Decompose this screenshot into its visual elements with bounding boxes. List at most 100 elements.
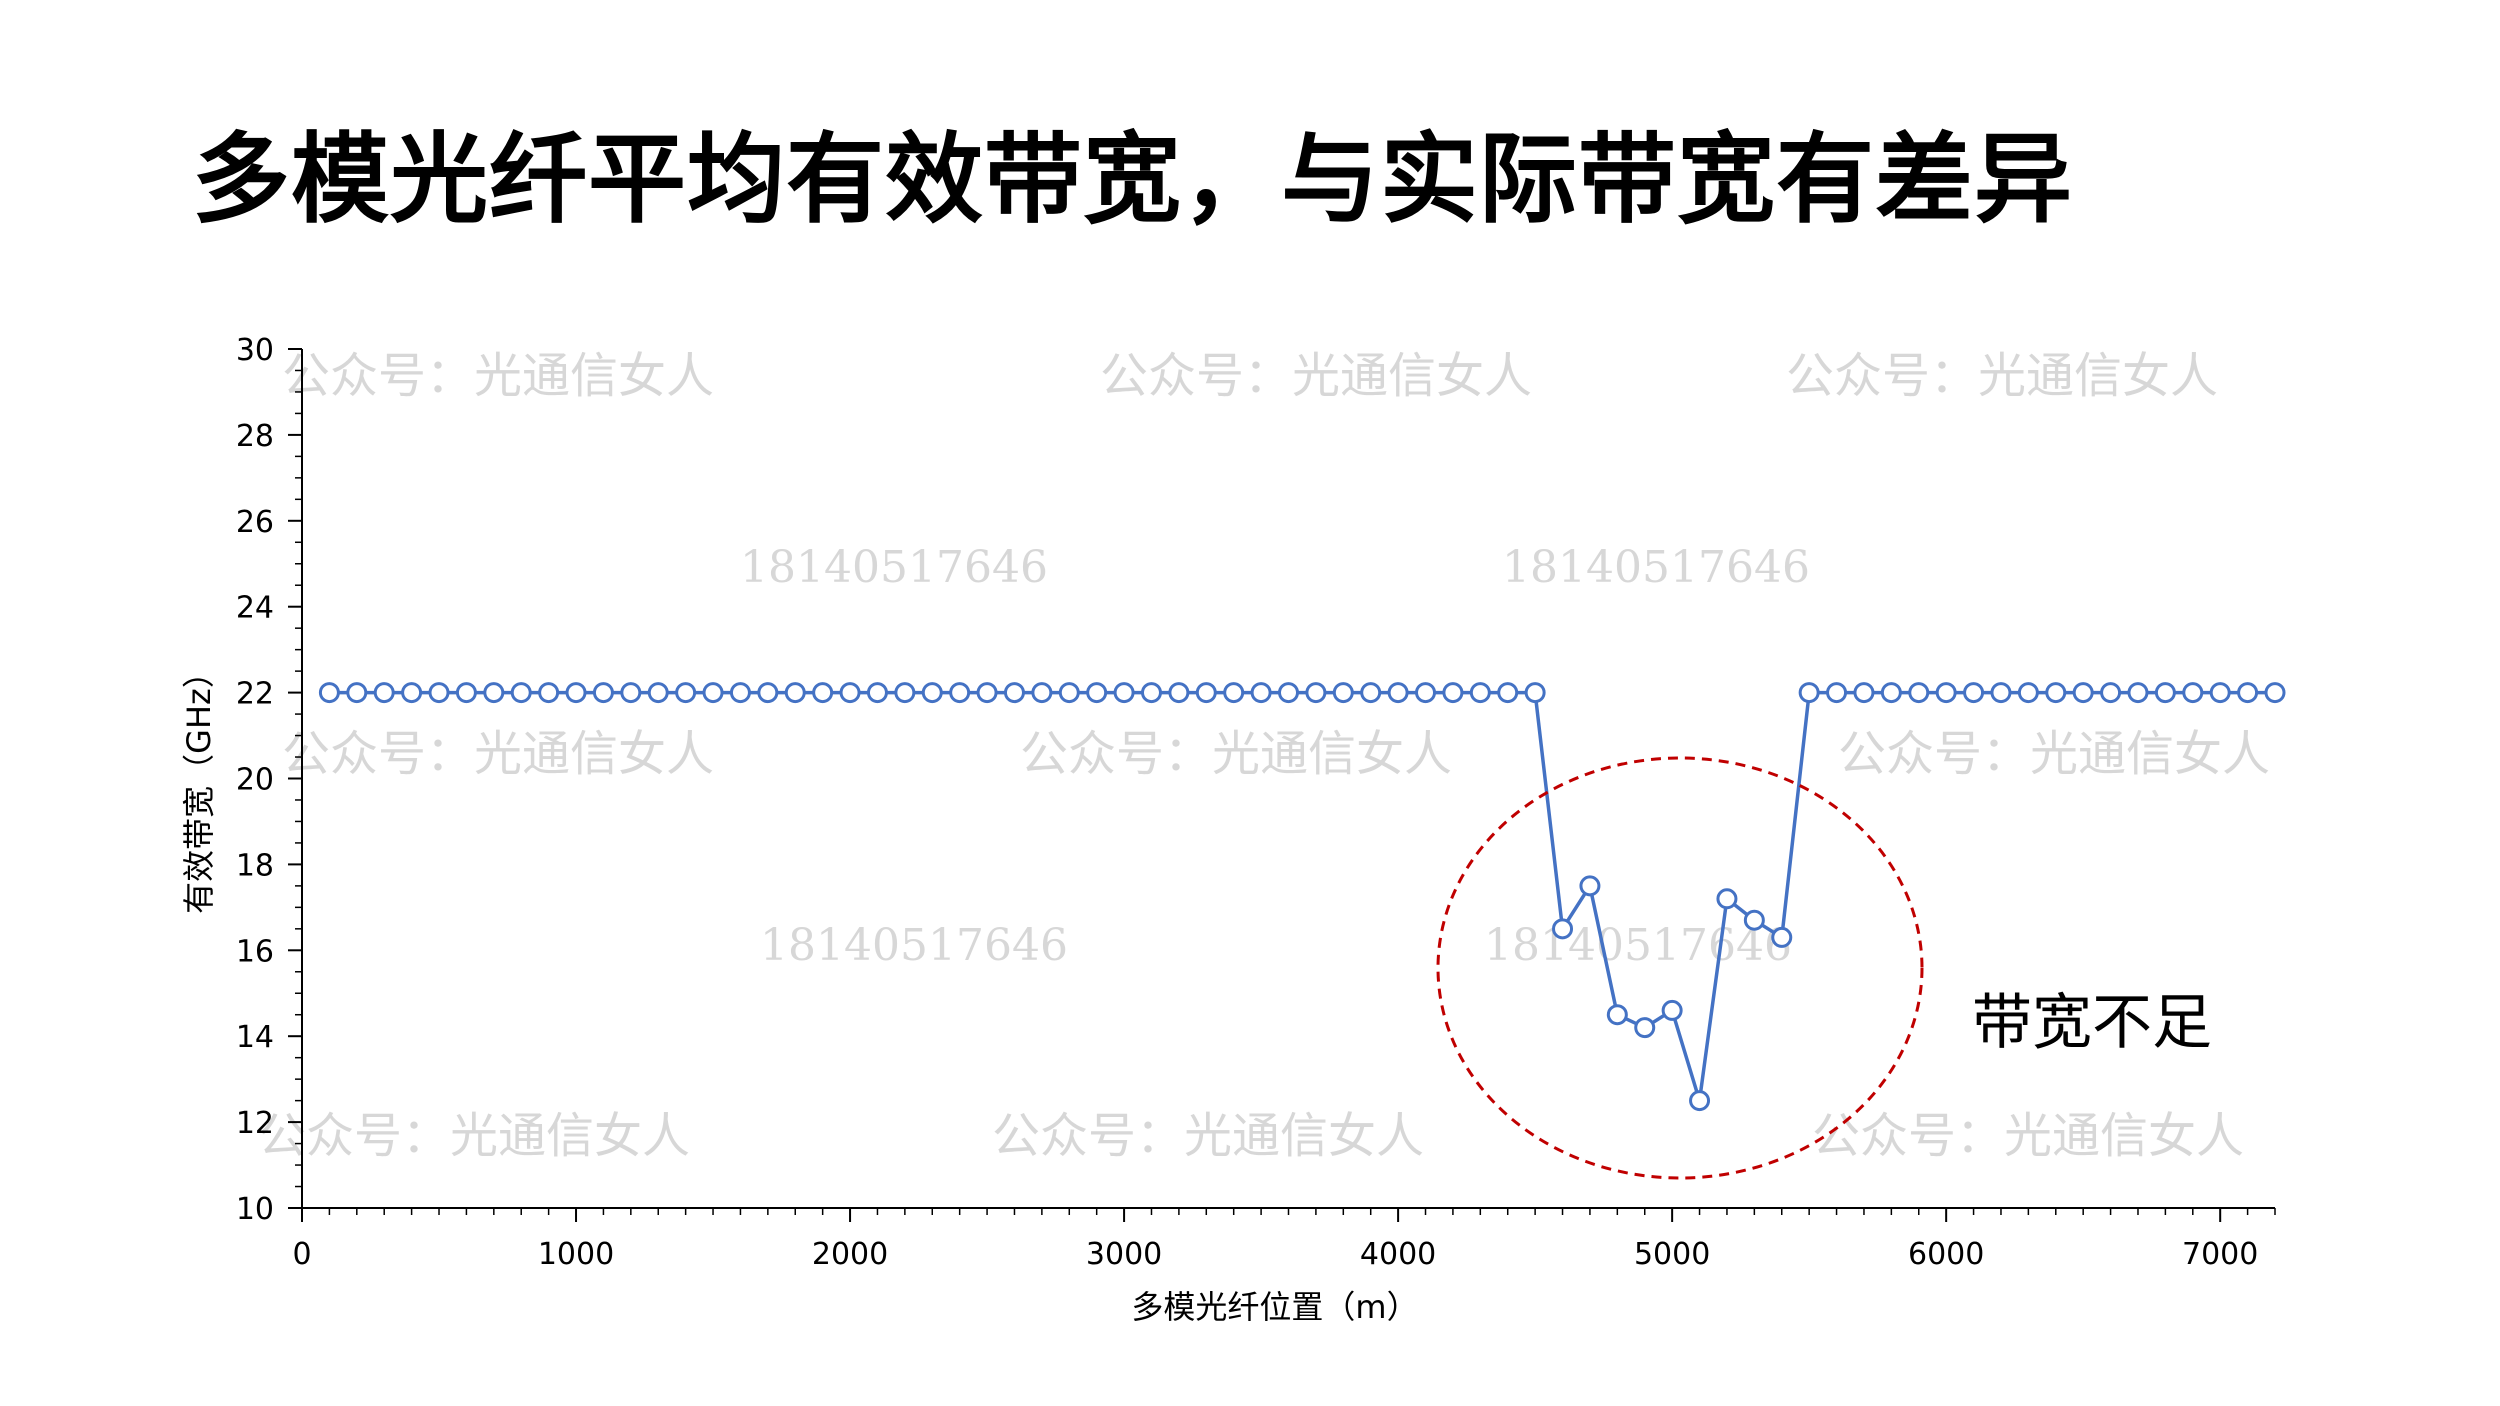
data-point	[428, 682, 450, 704]
data-point	[1223, 682, 1245, 704]
data-point	[2264, 682, 2286, 704]
data-point	[1168, 682, 1190, 704]
data-point	[510, 682, 532, 704]
data-point	[373, 682, 395, 704]
data-point	[1031, 682, 1053, 704]
data-point	[401, 682, 423, 704]
data-point	[1278, 682, 1299, 704]
x-tick-label: 0	[292, 1237, 311, 1272]
data-point	[949, 682, 971, 704]
data-point	[620, 682, 642, 704]
watermark-text: 公众号：光通信女人	[1786, 348, 2218, 404]
y-tick-label: 30	[236, 333, 274, 368]
watermark-text: 公众号：光通信女人	[1812, 1108, 2244, 1164]
data-point	[1086, 682, 1108, 704]
data-point	[1798, 682, 1820, 704]
data-point	[2045, 682, 2067, 704]
x-tick-label: 6000	[1908, 1237, 1984, 1272]
watermark-text: 公众号：光通信女人	[1020, 726, 1452, 782]
x-tick-label: 3000	[1086, 1237, 1162, 1272]
data-point	[592, 682, 614, 704]
data-point	[1771, 926, 1793, 948]
watermark-text: 公众号：光通信女人	[992, 1108, 1424, 1164]
data-point	[483, 682, 505, 704]
watermark-number: 18140517646	[740, 542, 1048, 593]
data-point	[1935, 682, 1957, 704]
y-tick-label: 22	[236, 677, 274, 712]
data-point	[1908, 682, 1930, 704]
x-axis-title: 多模光纤位置（m）	[1131, 1288, 1418, 1326]
data-point	[318, 682, 340, 704]
data-point	[812, 682, 834, 704]
y-tick-label: 20	[236, 763, 274, 798]
data-point	[2154, 682, 2176, 704]
y-tick-label: 24	[236, 591, 274, 626]
data-point	[2237, 682, 2259, 704]
data-point	[1195, 682, 1217, 704]
data-point	[1990, 682, 2012, 704]
data-point	[2182, 682, 2204, 704]
data-point	[1552, 918, 1574, 940]
y-axis-title: 有效带宽（GHz）	[180, 656, 218, 914]
data-point	[1963, 682, 1985, 704]
data-point	[1140, 682, 1162, 704]
data-point	[702, 682, 724, 704]
watermark-text: 公众号：光通信女人	[258, 1108, 690, 1164]
data-point	[1332, 682, 1354, 704]
y-tick-label: 12	[236, 1106, 274, 1141]
data-point	[538, 682, 560, 704]
data-point	[839, 682, 861, 704]
data-point	[1579, 875, 1601, 897]
watermark-text: 公众号：光通信女人	[1100, 348, 1532, 404]
y-tick-label: 26	[236, 505, 274, 540]
axes: 10 12 14 16 18 20 22 24 26 28 30 0 1000 2000 3000 4000 5…	[236, 333, 2276, 1272]
highlight-circle	[1436, 756, 1924, 1180]
data-point	[1634, 1017, 1656, 1039]
data-point	[976, 682, 998, 704]
data-point	[1305, 682, 1327, 704]
data-point	[1058, 682, 1080, 704]
data-point	[866, 682, 888, 704]
watermark-number: 18140517646	[1502, 542, 1810, 593]
data-point	[1853, 682, 1875, 704]
data-point	[1689, 1090, 1711, 1112]
watermark-number: 18140517646	[760, 920, 1068, 971]
data-point	[565, 682, 587, 704]
annotation-layer: 带宽不足	[1436, 756, 2212, 1180]
data-point	[921, 682, 943, 704]
watermark-text: 公众号：光通信女人	[282, 726, 714, 782]
data-point	[1880, 682, 1902, 704]
x-tick-label: 1000	[538, 1237, 614, 1272]
data-point	[1113, 682, 1135, 704]
data-point	[1661, 999, 1683, 1021]
x-tick-label: 4000	[1360, 1237, 1436, 1272]
data-point	[455, 682, 477, 704]
y-tick-label: 28	[236, 419, 274, 454]
watermark-text: 公众号：光通信女人	[282, 348, 714, 404]
x-tick-label: 7000	[2182, 1237, 2258, 1272]
data-point	[1524, 682, 1546, 704]
data-point	[1415, 682, 1437, 704]
series-layer	[318, 682, 2286, 1112]
data-point	[1743, 909, 1765, 931]
data-point	[2072, 682, 2094, 704]
data-point	[1003, 682, 1025, 704]
data-point	[729, 682, 751, 704]
watermark-text: 公众号：光通信女人	[1838, 726, 2270, 782]
x-tick-label: 5000	[1634, 1237, 1710, 1272]
data-point	[757, 682, 779, 704]
data-point	[346, 682, 368, 704]
data-point	[1442, 682, 1464, 704]
data-point	[784, 682, 806, 704]
data-point	[2127, 682, 2149, 704]
data-point	[2100, 682, 2122, 704]
y-tick-label: 10	[236, 1192, 274, 1227]
data-point	[1606, 1004, 1628, 1026]
data-point	[1387, 682, 1409, 704]
data-point	[894, 682, 916, 704]
watermark-number: 18140517646	[1484, 920, 1792, 971]
data-point	[1716, 888, 1738, 910]
data-point	[675, 682, 697, 704]
